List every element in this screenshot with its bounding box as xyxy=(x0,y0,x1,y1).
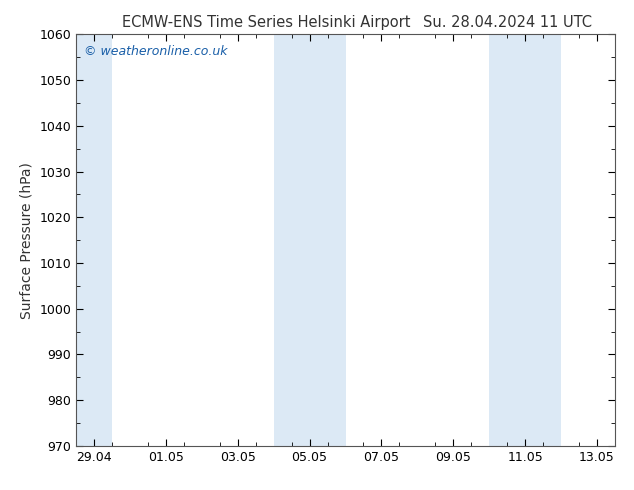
Text: ECMW-ENS Time Series Helsinki Airport: ECMW-ENS Time Series Helsinki Airport xyxy=(122,15,411,30)
Text: Su. 28.04.2024 11 UTC: Su. 28.04.2024 11 UTC xyxy=(423,15,592,30)
Bar xyxy=(489,34,561,446)
Text: © weatheronline.co.uk: © weatheronline.co.uk xyxy=(84,45,228,58)
Bar xyxy=(274,34,346,446)
Bar xyxy=(76,34,112,446)
Y-axis label: Surface Pressure (hPa): Surface Pressure (hPa) xyxy=(20,162,34,318)
